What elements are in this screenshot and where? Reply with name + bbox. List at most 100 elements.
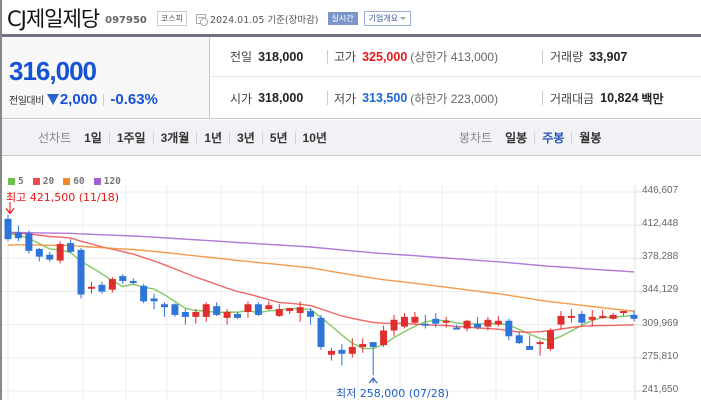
stat-open: 시가 318,000 xyxy=(211,78,327,118)
stat-label: 저가 xyxy=(334,91,357,106)
legend-label: 60 xyxy=(73,176,85,187)
chart-legend: 5 20 60 120 xyxy=(8,176,121,187)
candle-chart-label: 봉차트 xyxy=(459,131,493,145)
candle-option-2[interactable]: 월봉 xyxy=(579,131,602,145)
line-option-0[interactable]: 1일 xyxy=(84,131,102,145)
stat-amount: 거래대금 10,824 백만 xyxy=(543,78,664,118)
divider xyxy=(327,49,328,64)
stat-high: 고가 325,000 (상한가 413,000) xyxy=(328,37,542,77)
divider xyxy=(571,131,573,144)
stat-label: 고가 xyxy=(334,50,357,64)
y-axis-tick: 378,288 xyxy=(642,251,679,263)
divider xyxy=(108,131,110,144)
legend-label: 120 xyxy=(103,176,121,187)
divider xyxy=(229,131,231,144)
stat-value: 10,824 xyxy=(600,91,639,105)
calendar-clock-icon xyxy=(195,13,208,26)
stats-row-2: 시가 318,000 저가 313,500 (하한가 223,000) 거래대금… xyxy=(211,78,701,118)
line-chart-label: 선차트 xyxy=(38,131,72,145)
line-option-3[interactable]: 1년 xyxy=(204,131,223,145)
chart-type-bar: 선차트 1일 1주일 3개월 1년 3년 5년 10년 봉차트 일봉 주봉 월봉 xyxy=(2,120,701,156)
legend-swatch xyxy=(32,178,40,185)
change-percent: -0.63% xyxy=(110,91,158,108)
candlestick-chart[interactable]: 5 20 60 120 최고 421,500 (11/18) 최저 258,000 (… xyxy=(2,157,701,400)
legend-swatch xyxy=(8,178,15,185)
stat-value: 325,000 xyxy=(362,49,408,64)
chevron-down-icon xyxy=(400,17,407,20)
divider xyxy=(542,91,543,105)
stat-label: 전일 xyxy=(230,50,253,64)
stat-prev-close: 전일 318,000 xyxy=(211,37,327,77)
divider xyxy=(542,49,543,64)
stock-name[interactable]: CJ제일제당 xyxy=(7,6,100,31)
title-bar: CJ제일제당 097950 코스피 2024.01.05 기준(장마감) 실시간… xyxy=(2,0,701,36)
line-option-6[interactable]: 10년 xyxy=(302,131,327,145)
ma120-line xyxy=(8,231,635,273)
change-row: 전일대비 2,000 -0.63% xyxy=(9,91,158,108)
chart-canvas[interactable] xyxy=(2,157,701,400)
change-label: 전일대비 xyxy=(9,96,44,107)
y-axis-tick: 344,129 xyxy=(642,284,679,296)
line-option-1[interactable]: 1주일 xyxy=(116,131,146,145)
divider xyxy=(294,131,296,144)
stats-row-1: 전일 318,000 고가 325,000 (상한가 413,000) 거래량 … xyxy=(211,37,701,77)
price-stats: 전일 318,000 고가 325,000 (상한가 413,000) 거래량 … xyxy=(211,37,701,119)
current-price-panel: 316,000 전일대비 2,000 -0.63% xyxy=(2,37,210,119)
stat-label: 거래량 xyxy=(550,50,584,64)
company-info-label: 기업개요 xyxy=(368,14,399,23)
y-axis-tick: 412,448 xyxy=(642,218,679,230)
legend-label: 20 xyxy=(42,176,55,187)
candle-chart-options: 봉차트 일봉 주봉 월봉 xyxy=(459,129,601,146)
legend-swatch xyxy=(93,178,101,185)
legend-swatch xyxy=(63,178,71,185)
legend-item-ma60[interactable]: 60 xyxy=(63,176,85,187)
upper-limit: (상한가 413,000) xyxy=(410,50,499,64)
lower-limit: (하한가 223,000) xyxy=(410,91,499,106)
stat-volume: 거래량 33,907 xyxy=(543,37,627,77)
stock-code: 097950 xyxy=(105,14,147,26)
divider xyxy=(327,91,328,105)
divider xyxy=(534,131,536,144)
divider xyxy=(152,131,154,144)
stat-label: 시가 xyxy=(230,91,253,106)
stat-low: 저가 313,500 (하한가 223,000) xyxy=(328,78,542,118)
low-annotation: 최저 258,000 (07/28) xyxy=(336,385,449,400)
stat-value: 33,907 xyxy=(589,49,628,64)
company-info-dropdown[interactable]: 기업개요 xyxy=(363,11,412,26)
stat-unit: 백만 xyxy=(641,91,664,106)
candle-option-0[interactable]: 일봉 xyxy=(505,131,528,145)
line-chart-options: 선차트 1일 1주일 3개월 1년 3년 5년 10년 xyxy=(38,129,327,146)
down-triangle-icon xyxy=(46,94,59,105)
market-badge: 코스피 xyxy=(156,11,187,26)
header-divider xyxy=(2,34,701,37)
y-axis-tick: 241,650 xyxy=(642,384,679,395)
change-value: 2,000 xyxy=(59,91,98,108)
high-annotation-text: 최고 421,500 (11/18) xyxy=(6,191,120,204)
legend-item-ma20[interactable]: 20 xyxy=(32,176,55,187)
high-annotation: 최고 421,500 (11/18) xyxy=(6,189,119,205)
legend-item-ma5[interactable]: 5 xyxy=(8,176,24,187)
stat-label: 거래대금 xyxy=(550,91,595,106)
line-option-5[interactable]: 5년 xyxy=(269,131,288,145)
date-text: 2024.01.05 기준(장마감) xyxy=(209,14,319,26)
line-option-4[interactable]: 3년 xyxy=(237,131,255,145)
date-info: 2024.01.05 기준(장마감) xyxy=(195,12,319,26)
divider xyxy=(103,93,105,106)
current-price: 316,000 xyxy=(9,56,97,86)
stat-value: 313,500 xyxy=(362,91,408,105)
y-axis-tick: 275,810 xyxy=(642,350,679,362)
legend-item-ma120[interactable]: 120 xyxy=(93,176,121,187)
divider xyxy=(261,131,263,144)
ma60-line xyxy=(7,244,635,312)
candle-option-1[interactable]: 주봉 xyxy=(542,131,565,145)
stat-value: 318,000 xyxy=(258,91,304,105)
divider xyxy=(196,131,198,144)
y-axis-tick: 309,969 xyxy=(642,317,679,329)
realtime-button[interactable]: 실시간 xyxy=(327,12,358,25)
low-annotation-text: 최저 258,000 (07/28) xyxy=(336,387,450,400)
ma20-line xyxy=(7,232,635,333)
y-axis-tick: 446,607 xyxy=(642,185,679,196)
line-option-2[interactable]: 3개월 xyxy=(160,131,190,145)
legend-label: 5 xyxy=(18,176,24,187)
